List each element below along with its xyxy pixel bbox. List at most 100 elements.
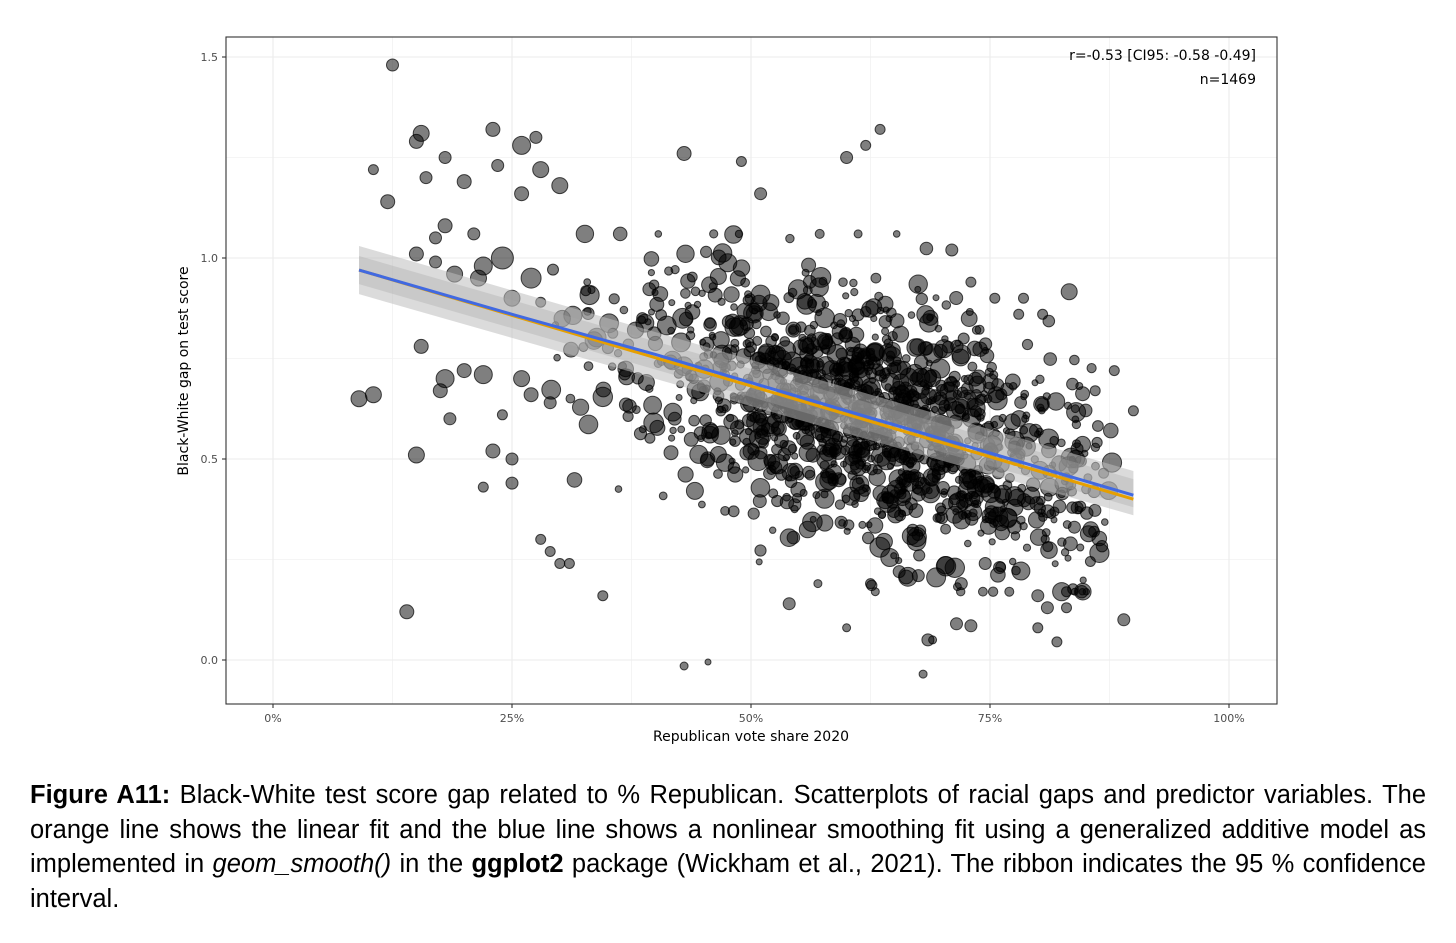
data-point [897,490,907,500]
data-point [1075,382,1084,390]
data-point [869,376,877,384]
data-point [942,498,954,510]
data-point [496,409,508,421]
data-point [816,514,834,532]
data-point [885,315,893,323]
data-point [979,348,995,364]
data-point [505,452,519,466]
data-point [978,586,988,597]
data-point [543,396,557,410]
data-point [876,306,885,315]
data-point [782,492,791,502]
data-point [1057,537,1067,547]
data-point [443,412,457,426]
data-point [658,491,668,501]
data-point [999,505,1007,513]
data-point [676,146,692,161]
data-point [928,635,938,645]
x-tick-label: 25% [500,712,524,725]
data-point [769,526,777,534]
data-point [367,164,379,176]
data-point [748,302,761,315]
y-tick-label: 1.5 [201,51,219,64]
data-point [1011,561,1031,581]
data-point [989,292,1001,304]
data-point [1064,401,1072,410]
data-point [922,468,941,487]
data-point [852,454,861,464]
data-point [892,565,906,579]
data-point [1033,396,1050,413]
data-point [804,424,816,436]
data-point [822,442,838,458]
data-point [818,438,828,447]
data-point [925,487,933,495]
data-point [514,186,530,202]
data-point [1022,543,1032,552]
data-point [983,394,993,404]
data-point [456,363,472,379]
data-point [844,309,853,318]
data-point [553,353,561,362]
data-point [993,561,1007,574]
data-point [752,494,767,509]
data-point [945,243,959,257]
data-point [690,286,701,297]
data-point [1069,354,1080,366]
data-point [1051,636,1063,648]
data-point [964,539,972,548]
data-point [1004,373,1021,390]
data-point [850,288,859,297]
data-point [931,405,939,414]
data-point [648,308,655,316]
data-point [532,161,550,179]
data-point [873,507,882,516]
data-point [1084,556,1096,567]
data-point [965,276,977,288]
data-point [771,434,779,442]
data-point [801,268,810,277]
data-point [946,375,957,387]
data-point [809,320,819,330]
data-point [735,156,747,167]
data-point [724,317,745,337]
data-point [905,459,915,468]
caption-text-1: Black-White test score gap related to % … [30,781,1427,878]
data-point [792,431,801,440]
data-point [759,302,779,322]
data-point [563,558,575,569]
data-point [583,278,592,287]
data-point [754,187,768,201]
data-point [739,445,755,461]
data-point [467,227,481,241]
data-point [770,333,779,342]
data-point [978,477,995,493]
data-point [894,509,907,522]
data-point [924,369,938,383]
data-point [835,347,848,360]
data-point [1108,365,1120,377]
data-point [1070,501,1084,515]
data-point [1051,560,1059,568]
data-point [698,500,706,509]
data-point [838,328,853,343]
data-point [1088,503,1102,517]
data-point [941,300,952,310]
data-point [841,494,851,504]
data-point [437,218,453,234]
data-point [840,151,854,164]
data-point [776,311,790,325]
data-point [957,481,977,500]
data-point [870,587,880,597]
data-point [862,531,875,545]
data-point [1032,622,1044,634]
data-point [804,469,816,481]
data-point [967,361,978,372]
data-point [936,384,949,396]
sample-size-annotation: n=1469 [1200,72,1256,88]
data-point [994,514,1003,523]
data-point [645,384,654,393]
x-tick-label: 0% [264,712,281,725]
data-point [853,229,863,239]
data-point [988,538,996,546]
